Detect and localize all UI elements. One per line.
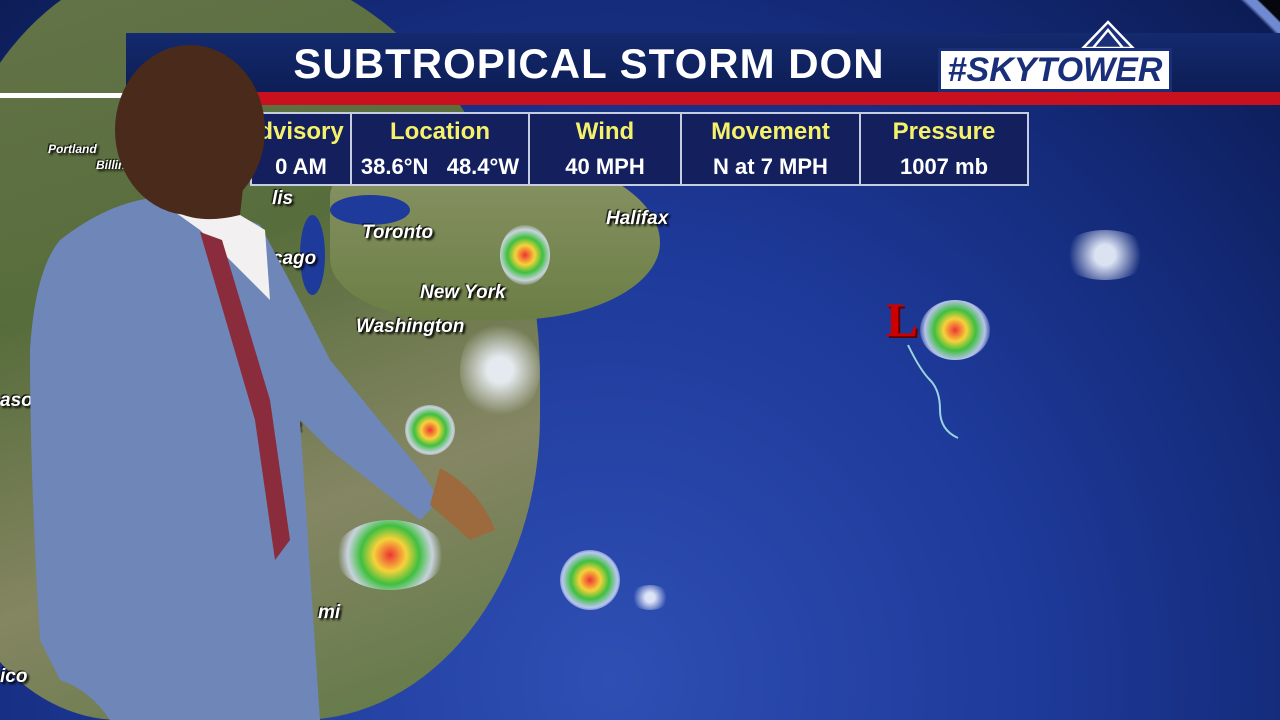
movement-column: Movement N at 7 MPH xyxy=(682,114,861,184)
low-pressure-symbol: L xyxy=(886,294,919,347)
tower-icon xyxy=(1080,20,1136,50)
skytower-logo: #SKYTOWER xyxy=(938,20,1172,96)
city-label: Portland xyxy=(48,142,97,156)
red-stripe xyxy=(126,92,1280,105)
pressure-column: Pressure 1007 mb xyxy=(861,114,1027,184)
column-header: Movement xyxy=(711,118,830,145)
column-header: Wind xyxy=(575,118,635,145)
cloud xyxy=(630,585,670,610)
storm-info-table: dvisory 0 AM Location 38.6°N 48.4°W Wind 40… xyxy=(250,112,1029,186)
storm-radar xyxy=(920,300,990,360)
advisory-column: dvisory 0 AM xyxy=(252,114,352,184)
logo-text: #SKYTOWER xyxy=(938,48,1172,92)
column-value: 0 AM xyxy=(275,154,327,179)
column-value: 1007 mb xyxy=(899,154,989,179)
storm-track xyxy=(907,344,959,439)
radar-echo xyxy=(560,550,620,610)
city-label: Toronto xyxy=(362,222,434,243)
cloud xyxy=(460,320,540,420)
city-label: lis xyxy=(272,188,294,209)
accent-line xyxy=(0,93,130,98)
radar-echo xyxy=(500,225,550,285)
radar-echo xyxy=(405,405,455,455)
city-label: Halifax xyxy=(606,208,669,229)
wind-column: Wind 40 MPH xyxy=(530,114,682,184)
cloud xyxy=(1060,230,1150,280)
city-label: Washington xyxy=(356,316,465,337)
great-lake xyxy=(330,195,410,225)
column-header: Pressure xyxy=(892,118,996,145)
city-label: ico xyxy=(0,666,28,687)
column-value: 40 MPH xyxy=(565,154,645,179)
city-label: aso xyxy=(0,390,33,411)
graphic-title: SUBTROPICAL STORM DON xyxy=(293,40,885,87)
city-label: mi xyxy=(318,602,341,623)
great-lake xyxy=(300,215,325,295)
radar-echo xyxy=(335,520,445,590)
city-label: New York xyxy=(420,282,506,303)
column-value: 38.6°N 48.4°W xyxy=(360,154,520,179)
column-header: Location xyxy=(390,118,490,145)
column-header: dvisory xyxy=(258,118,344,145)
column-value: N at 7 MPH xyxy=(713,154,828,179)
location-column: Location 38.6°N 48.4°W xyxy=(352,114,530,184)
presenter xyxy=(30,45,495,720)
